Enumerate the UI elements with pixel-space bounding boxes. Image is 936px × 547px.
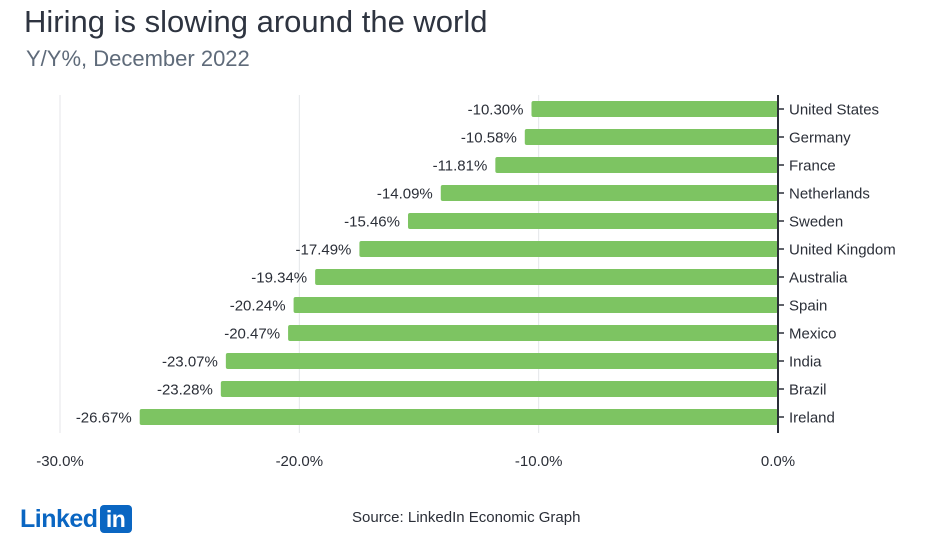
logo-in-icon: in bbox=[99, 505, 132, 533]
data-label: -15.46% bbox=[344, 214, 400, 231]
source-note: Source: LinkedIn Economic Graph bbox=[352, 509, 581, 526]
data-label: -19.34% bbox=[251, 270, 307, 287]
data-label: -20.24% bbox=[230, 298, 286, 315]
category-label: United States bbox=[789, 102, 879, 119]
data-label: -26.67% bbox=[76, 410, 132, 427]
data-label: -17.49% bbox=[296, 242, 352, 259]
x-tick-label: -10.0% bbox=[515, 453, 563, 470]
bar bbox=[315, 269, 778, 285]
category-label: Sweden bbox=[789, 214, 843, 231]
bar bbox=[531, 101, 778, 117]
bar bbox=[524, 129, 778, 145]
data-label: -11.81% bbox=[433, 158, 488, 175]
bar bbox=[495, 157, 778, 173]
bar bbox=[220, 381, 778, 397]
category-label: Germany bbox=[789, 130, 851, 147]
category-label: Netherlands bbox=[789, 186, 870, 203]
category-label: Ireland bbox=[789, 410, 835, 427]
x-tick-label: 0.0% bbox=[761, 453, 795, 470]
category-label: Mexico bbox=[789, 326, 837, 343]
chart-title: Hiring is slowing around the world bbox=[24, 4, 488, 39]
data-label: -14.09% bbox=[377, 186, 433, 203]
bar bbox=[225, 353, 778, 369]
logo-wordmark: Linked bbox=[20, 504, 98, 533]
x-tick-label: -20.0% bbox=[276, 453, 324, 470]
category-label: Brazil bbox=[789, 382, 827, 399]
bar bbox=[407, 213, 778, 229]
linkedin-logo: Linked in bbox=[20, 505, 132, 533]
bar bbox=[139, 409, 778, 425]
category-label: India bbox=[789, 354, 822, 371]
bar bbox=[359, 241, 778, 257]
data-label: -10.58% bbox=[461, 130, 517, 147]
category-label: Australia bbox=[789, 270, 848, 287]
bar bbox=[293, 297, 778, 313]
data-label: -23.07% bbox=[162, 354, 218, 371]
x-tick-label: -30.0% bbox=[36, 453, 84, 470]
data-label: -23.28% bbox=[157, 382, 213, 399]
data-label: -10.30% bbox=[468, 102, 524, 119]
bar bbox=[440, 185, 778, 201]
category-label: United Kingdom bbox=[789, 242, 896, 259]
bar bbox=[288, 325, 778, 341]
category-label: France bbox=[789, 158, 836, 175]
bar-chart: -10.30% United States -10.58% Germany -11.81… bbox=[36, 95, 896, 470]
category-label: Spain bbox=[789, 298, 827, 315]
data-label: -20.47% bbox=[224, 326, 280, 343]
chart-subtitle: Y/Y%, December 2022 bbox=[26, 46, 250, 71]
